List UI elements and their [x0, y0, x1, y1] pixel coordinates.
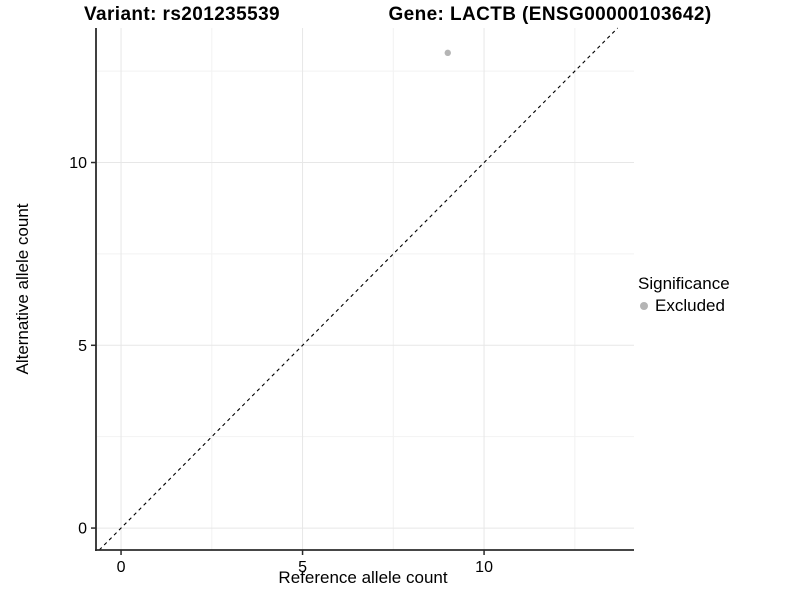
legend-point-icon	[640, 302, 648, 310]
legend-item-excluded: Excluded	[638, 296, 730, 316]
x-tick-label: 5	[298, 559, 307, 576]
y-tick-label: 5	[78, 338, 87, 355]
y-tick-label: 0	[78, 521, 87, 538]
x-axis-title: Reference allele count	[278, 568, 448, 587]
y-tick-label: 10	[69, 155, 87, 172]
x-tick-label: 10	[475, 559, 493, 576]
data-point	[444, 49, 451, 57]
y-axis-title: Alternative allele count	[13, 203, 32, 375]
identity-dashed-line	[98, 27, 619, 551]
legend-title: Significance	[638, 274, 730, 293]
legend: Significance Excluded	[638, 274, 730, 316]
plot-title-variant: Variant: rs201235539	[83, 4, 281, 25]
legend-item-label: Excluded	[655, 296, 725, 315]
x-tick-label: 0	[117, 559, 126, 576]
plot-title-gene: Gene: LACTB (ENSG00000103642)	[388, 4, 712, 25]
